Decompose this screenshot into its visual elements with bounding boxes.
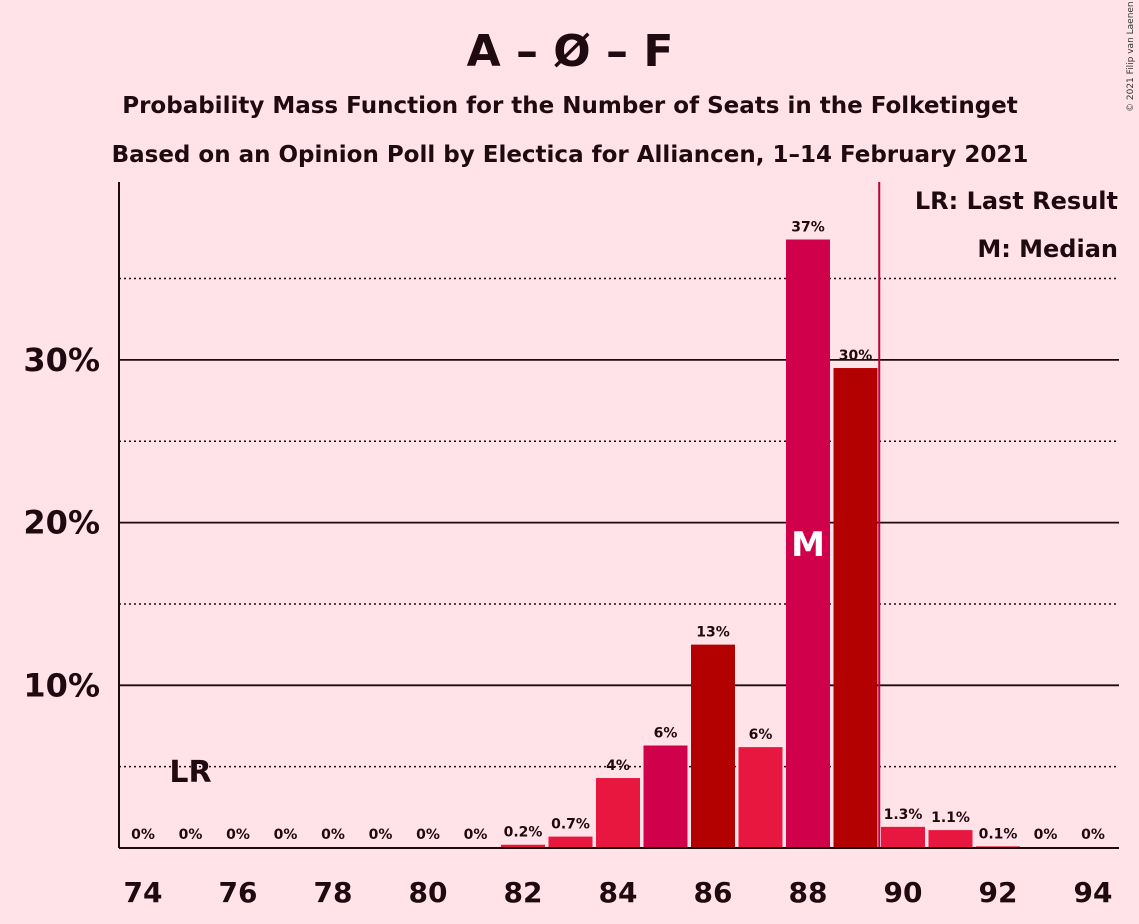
y-tick-label-30: 30% (23, 341, 100, 379)
data-label-79: 0% (369, 827, 393, 843)
data-label-90: 1.3% (884, 807, 923, 823)
bar-84 (596, 778, 640, 848)
data-label-82: 0.2% (504, 825, 543, 841)
x-tick-label-80: 80 (409, 876, 448, 909)
chart-subtitle-line2: Based on an Opinion Poll by Electica for… (112, 142, 1029, 168)
y-axis-ticks: 10% 20% 30% (23, 341, 100, 704)
bars-group (501, 239, 1020, 848)
copyright-notice: © 2021 Filip van Laenen (1126, 1, 1136, 112)
bar-82 (501, 844, 545, 848)
y-tick-label-20: 20% (23, 504, 100, 542)
data-label-94: 0% (1081, 827, 1105, 843)
gridlines (119, 277, 1119, 768)
x-tick-label-76: 76 (219, 876, 258, 909)
data-label-85: 6% (654, 725, 678, 741)
x-tick-label-90: 90 (884, 876, 923, 909)
bar-85 (643, 745, 688, 848)
legend-last-result: LR: Last Result (915, 187, 1118, 215)
x-axis-ticks: 74 76 78 80 82 84 86 88 90 92 94 (124, 876, 1113, 909)
bar-86 (691, 644, 735, 848)
data-label-89: 30% (839, 348, 873, 364)
data-label-80: 0% (416, 827, 440, 843)
x-tick-label-82: 82 (504, 876, 543, 909)
data-label-87: 6% (749, 727, 773, 743)
data-label-93: 0% (1034, 827, 1058, 843)
x-tick-label-94: 94 (1074, 876, 1113, 909)
data-label-91: 1.1% (931, 810, 970, 826)
data-label-81: 0% (464, 827, 488, 843)
data-label-86: 13% (696, 625, 730, 641)
x-tick-label-92: 92 (979, 876, 1018, 909)
data-label-76: 0% (226, 827, 250, 843)
chart-subtitle-line1: Probability Mass Function for the Number… (122, 93, 1018, 119)
data-labels-group: 0% 0% 0% 0% 0% 0% 0% 0% 0.2% 0.7% 4% 6% 13% 6% 37% 30% 1… (131, 220, 1105, 843)
data-label-78: 0% (321, 827, 345, 843)
data-label-74: 0% (131, 827, 155, 843)
last-result-marker: LR (169, 755, 211, 790)
y-tick-label-10: 10% (23, 666, 100, 704)
median-marker: M (791, 525, 825, 565)
legend-median: M: Median (977, 235, 1118, 263)
x-tick-label-84: 84 (599, 876, 638, 909)
bar-87 (738, 747, 783, 848)
bar-83 (548, 836, 593, 848)
x-tick-label-78: 78 (314, 876, 353, 909)
data-label-77: 0% (274, 827, 298, 843)
x-tick-label-74: 74 (124, 876, 163, 909)
chart-title: A – Ø – F (467, 26, 674, 77)
data-label-88: 37% (791, 220, 825, 236)
data-label-83: 0.7% (551, 817, 590, 833)
data-label-92: 0.1% (979, 826, 1018, 842)
x-tick-label-88: 88 (789, 876, 828, 909)
bar-88 (786, 239, 830, 848)
bar-91 (928, 830, 973, 848)
data-label-84: 4% (606, 758, 630, 774)
data-label-75: 0% (179, 827, 203, 843)
x-tick-label-86: 86 (694, 876, 733, 909)
bar-89 (833, 368, 878, 848)
bar-90 (881, 826, 925, 848)
